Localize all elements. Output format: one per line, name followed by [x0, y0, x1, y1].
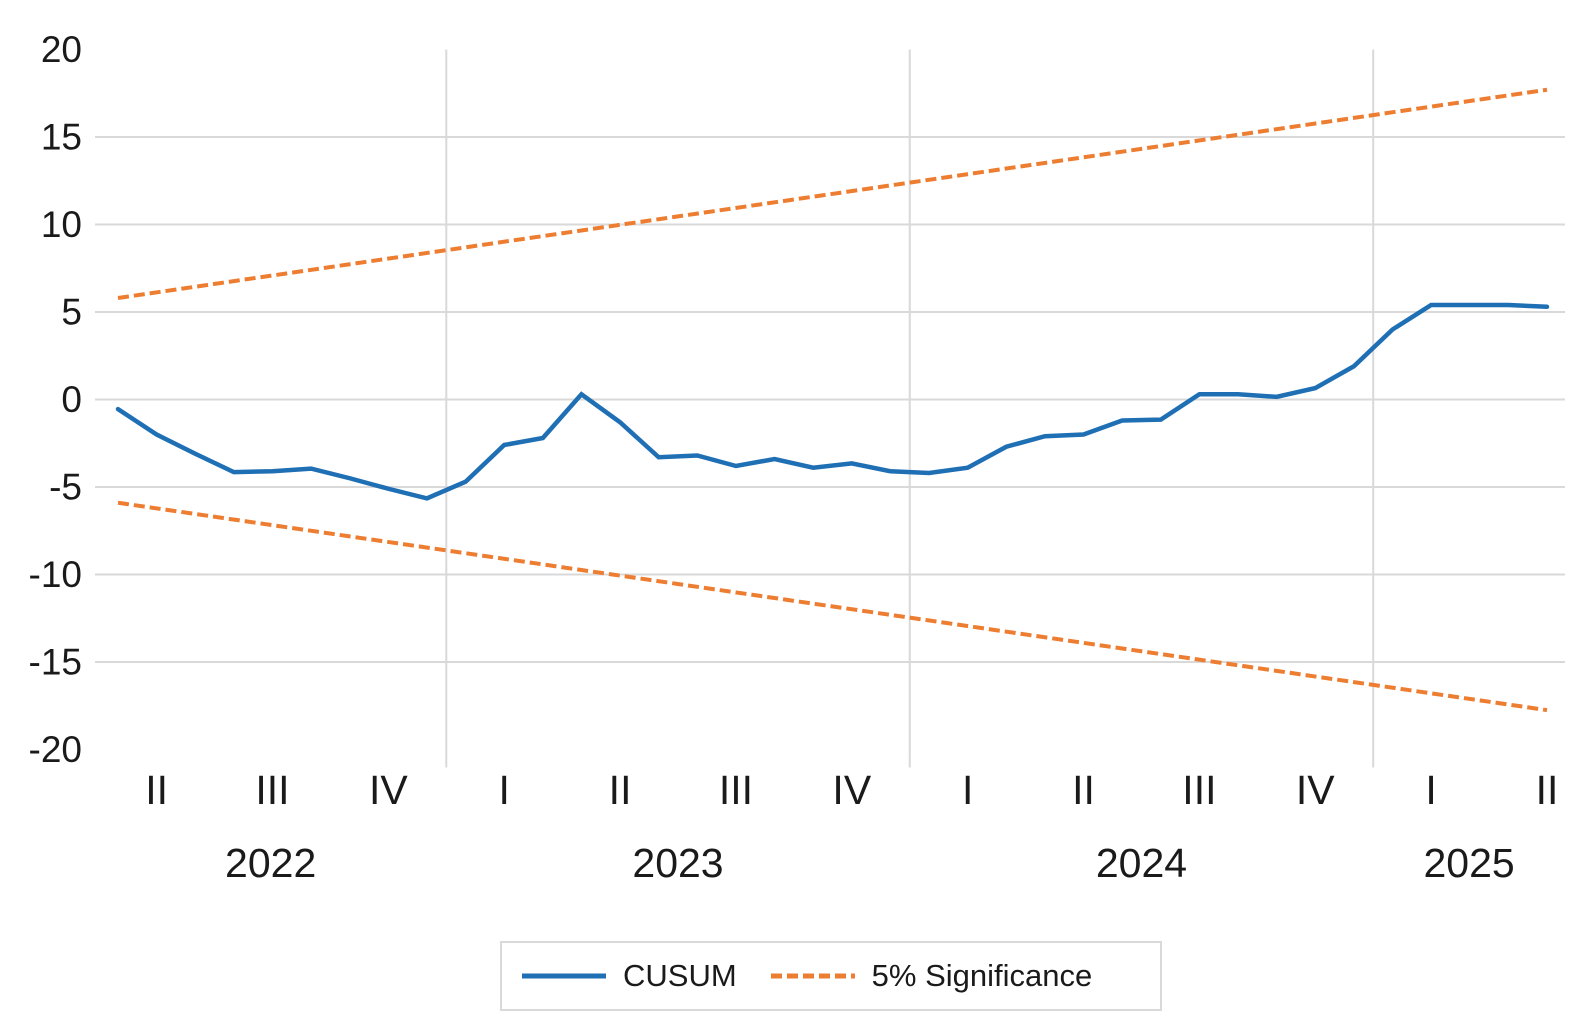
x-axis-quarter-label: IV — [1296, 767, 1335, 813]
y-axis-tick-label: -20 — [29, 729, 82, 770]
y-axis-tick-label: 20 — [41, 29, 82, 70]
significance-lower-line — [117, 500, 1548, 713]
legend-item-significance[interactable]: 5% Significance — [770, 958, 1093, 994]
cusum-line — [115, 302, 1550, 501]
x-axis-quarter-label: II — [1536, 767, 1559, 813]
x-axis-year-label: 2025 — [1423, 840, 1514, 886]
x-axis-year-label: 2023 — [632, 840, 723, 886]
x-axis-quarter-label: III — [719, 767, 753, 813]
chart-legend: CUSUM 5% Significance — [500, 941, 1162, 1011]
y-axis-tick-label: -5 — [49, 467, 82, 508]
x-axis-quarter-label: II — [609, 767, 632, 813]
x-axis-quarter-label: II — [145, 767, 168, 813]
y-axis-tick-label: -10 — [29, 554, 82, 595]
x-axis-quarter-label: IV — [832, 767, 871, 813]
x-axis-quarter-label: II — [1072, 767, 1095, 813]
y-axis-tick-label: 15 — [41, 117, 82, 158]
x-axis-quarter-label: III — [1182, 767, 1216, 813]
x-axis-quarter-label: I — [1425, 767, 1436, 813]
legend-item-cusum[interactable]: CUSUM — [522, 958, 737, 994]
significance-line-swatch — [770, 973, 855, 979]
legend-label-cusum: CUSUM — [623, 958, 737, 993]
significance-upper-line — [117, 87, 1548, 300]
x-axis-quarter-label: I — [962, 767, 973, 813]
x-axis-year-label: 2024 — [1096, 840, 1187, 886]
y-axis-tick-label: 5 — [61, 292, 82, 333]
legend-label-significance: 5% Significance — [871, 958, 1093, 993]
cusum-line-swatch — [522, 973, 606, 979]
y-axis-tick-label: 0 — [61, 379, 82, 420]
x-axis-quarter-label: III — [255, 767, 289, 813]
y-axis-tick-label: 10 — [41, 204, 82, 245]
y-axis-tick-label: -15 — [29, 642, 82, 683]
x-axis-quarter-label: I — [499, 767, 510, 813]
x-axis-year-label: 2022 — [225, 840, 316, 886]
x-axis-quarter-label: IV — [369, 767, 408, 813]
